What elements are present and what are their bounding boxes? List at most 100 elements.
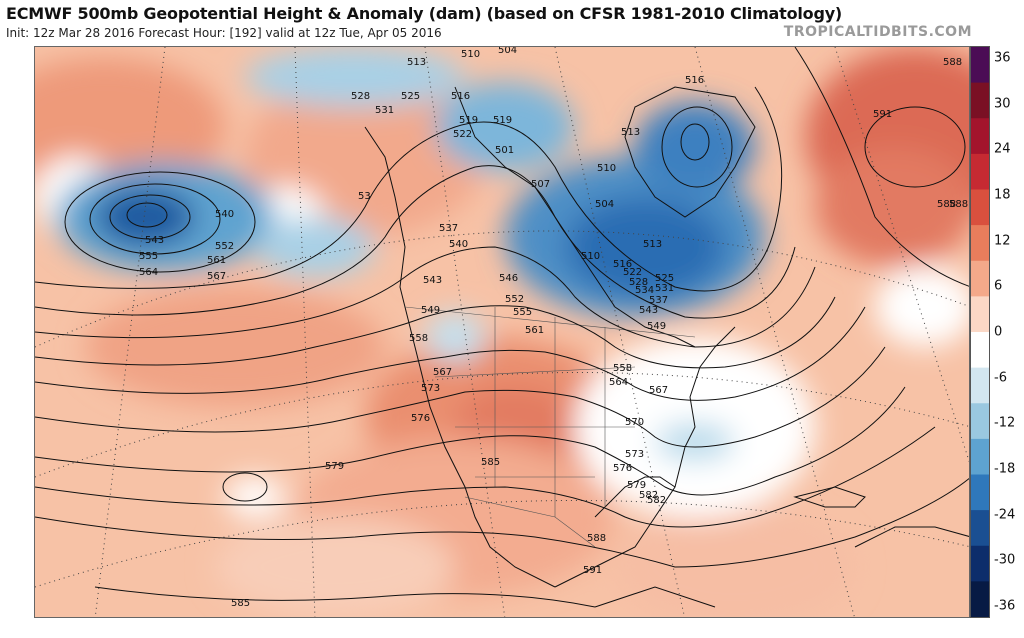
- chart-title: ECMWF 500mb Geopotential Height & Anomal…: [6, 4, 843, 23]
- colorbar-swatch: [971, 332, 989, 369]
- contour-label: 519: [459, 115, 478, 126]
- contour-label: 558: [409, 333, 428, 344]
- contour-label: 510: [581, 251, 600, 262]
- colorbar-tick-label: 12: [994, 233, 1011, 249]
- colorbar-swatch: [971, 545, 989, 582]
- contour-label: 531: [375, 105, 394, 116]
- colorbar-swatch: [971, 510, 989, 547]
- contour-label: 537: [439, 223, 458, 234]
- colorbar-swatch: [971, 82, 989, 119]
- contour-label: 513: [643, 239, 662, 250]
- colorbar-swatch: [971, 189, 989, 226]
- contour-label: 513: [407, 57, 426, 68]
- contour-label: 519: [493, 115, 512, 126]
- contour-label: 528: [351, 91, 370, 102]
- contour-label: 549: [647, 321, 666, 332]
- colorbar-swatch: [971, 581, 989, 617]
- colorbar-swatch: [971, 296, 989, 333]
- contour-label: 543: [423, 275, 442, 286]
- contour-label: 501: [495, 145, 514, 156]
- contour-label: 588: [949, 199, 968, 210]
- contour-label: 507: [531, 179, 550, 190]
- contour-label: 582: [647, 495, 666, 506]
- contour-label: 582: [639, 490, 658, 501]
- contour-label: 588: [943, 57, 962, 68]
- colorbar-tick-label: 24: [994, 141, 1011, 157]
- contour-label: 549: [421, 305, 440, 316]
- contour-label: 528: [629, 277, 648, 288]
- contour-label: 525: [401, 91, 420, 102]
- contour-label: 567: [433, 367, 452, 378]
- contour-label: 564: [609, 377, 628, 388]
- colorbar-tick-label: 18: [994, 187, 1011, 203]
- colorbar-tick-labels: 36 30 24 18 12 6 0 -6 -12 -18 -24 -30 -36: [992, 46, 1024, 618]
- contour-label: 522: [623, 267, 642, 278]
- contour-label: 561: [525, 325, 544, 336]
- contour-label: 567: [207, 271, 226, 282]
- colorbar-tick-label: -24: [994, 507, 1016, 523]
- contour-label: 552: [215, 241, 234, 252]
- contour-label: 522: [453, 129, 472, 140]
- contour-label: 516: [451, 91, 470, 102]
- contour-label: 567: [649, 385, 668, 396]
- contour-label: 591: [873, 109, 892, 120]
- colorbar-tick-label: 36: [994, 50, 1011, 66]
- colorbar: [970, 46, 990, 618]
- colorbar-swatch: [971, 118, 989, 155]
- height-contours: [35, 47, 969, 608]
- contour-label: 531: [655, 283, 674, 294]
- contour-label: 591: [583, 565, 602, 576]
- contour-label: 516: [685, 75, 704, 86]
- contour-label: 576: [613, 463, 632, 474]
- contour-label: 537: [649, 295, 668, 306]
- colorbar-swatch: [971, 47, 989, 84]
- anomaly-shading: [35, 47, 969, 617]
- contour-label: 552: [505, 294, 524, 305]
- contour-label: 543: [639, 305, 658, 316]
- colorbar-tick-label: 6: [994, 278, 1003, 294]
- colorbar-tick-label: -6: [994, 370, 1007, 386]
- contour-label: 510: [597, 163, 616, 174]
- colorbar-swatch: [971, 438, 989, 475]
- colorbar-swatch: [971, 474, 989, 511]
- contour-label: 585: [231, 598, 250, 609]
- contour-label: 504: [595, 199, 614, 210]
- graticule: [35, 47, 969, 617]
- colorbar-swatch: [971, 367, 989, 404]
- contour-label: 546: [499, 273, 518, 284]
- contour-label: 510: [461, 49, 480, 60]
- colorbar-swatch: [971, 225, 989, 262]
- contour-label: 576: [411, 413, 430, 424]
- colorbar-swatch: [971, 403, 989, 440]
- contour-label: 525: [655, 273, 674, 284]
- colorbar-tick-label: -36: [994, 598, 1016, 614]
- chart-subtitle: Init: 12z Mar 28 2016 Forecast Hour: [19…: [6, 26, 442, 40]
- contour-label: 516: [613, 259, 632, 270]
- colorbar-swatch: [971, 260, 989, 297]
- anomaly-map: 513 510 504 516 528 531 525 516 519 522 519 513 540 5…: [34, 46, 970, 618]
- colorbar-swatch: [971, 153, 989, 190]
- contour-label: 555: [513, 307, 532, 318]
- contour-label: 573: [421, 383, 440, 394]
- contour-label: 513: [621, 127, 640, 138]
- contour-label: 570: [625, 417, 644, 428]
- contour-label: 534: [635, 285, 654, 296]
- contour-label: 543: [145, 235, 164, 246]
- contour-label: 588: [587, 533, 606, 544]
- colorbar-tick-label: 30: [994, 96, 1011, 112]
- contour-label: 579: [627, 480, 646, 491]
- political-borders: [404, 306, 696, 548]
- brand-watermark: TROPICALTIDBITS.COM: [783, 24, 972, 40]
- contour-label: 588: [937, 199, 956, 210]
- colorbar-tick-label: 0: [994, 324, 1003, 340]
- colorbar-tick-label: -18: [994, 461, 1016, 477]
- contour-label: 564: [139, 267, 158, 278]
- contour-label: 558: [613, 363, 632, 374]
- contour-label: 579: [325, 461, 344, 472]
- contour-label: 504: [498, 47, 517, 56]
- contour-label: 585: [481, 457, 500, 468]
- contour-label: 540: [449, 239, 468, 250]
- contour-label: 555: [139, 251, 158, 262]
- contour-label: 573: [625, 449, 644, 460]
